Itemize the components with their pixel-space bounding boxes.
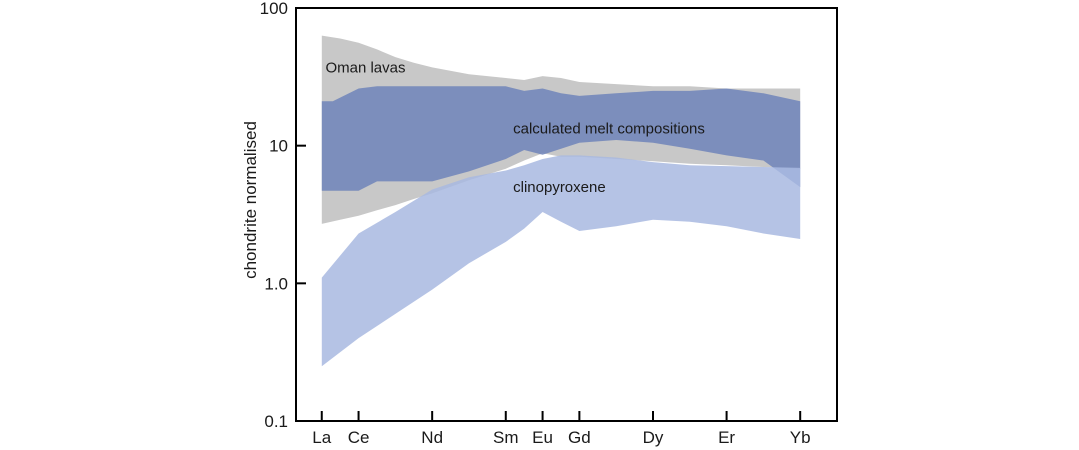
y-tick-label: 10 [269,137,288,156]
x-tick-label: Ce [348,428,370,447]
x-axis: La Ce Nd Sm Eu Gd Dy Er Yb [312,411,811,447]
y-tick-label: 100 [260,0,288,18]
annotations: Oman lavas calculated melt compositions cl… [325,59,704,196]
y-tick-label: 1.0 [264,274,288,293]
areas-layer [321,35,801,367]
y-axis: 100 10 1.0 0.1 [260,0,306,431]
x-tick-label: Yb [790,428,811,447]
x-tick-label: Dy [643,428,664,447]
x-tick-label: Gd [568,428,591,447]
annotation-label: Oman lavas [325,59,405,76]
area-melt [321,86,801,191]
x-tick-label: Er [718,428,735,447]
plot-frame [295,7,838,422]
y-tick-label: 0.1 [264,412,288,431]
x-tick-label: Nd [421,428,443,447]
annotation-label: clinopyroxene [513,179,606,196]
area-cpx [321,155,801,367]
x-tick-label: Eu [532,428,553,447]
x-tick-label: La [312,428,331,447]
y-axis-label: chondrite normalised [241,121,260,279]
x-tick-label: Sm [493,428,519,447]
annotation-label: calculated melt compositions [513,120,705,137]
